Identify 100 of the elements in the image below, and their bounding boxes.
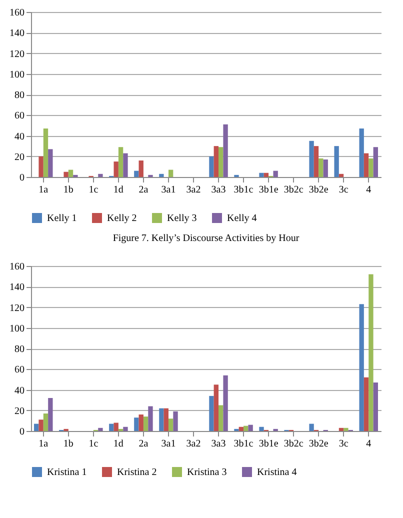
bar [373,382,378,431]
bar [173,411,178,431]
legend-label: Kristina 3 [187,467,227,478]
bar [34,424,39,431]
x-tick-label: 1c [88,184,99,196]
x-tick-label: 3c [338,438,349,450]
x-tick-label: 3b1c [234,438,254,450]
bar [138,414,144,431]
bar [344,428,348,431]
x-tick-label: 3b1e [258,184,279,196]
bar [98,428,103,431]
bar [338,174,344,177]
y-tick-label: 120 [10,302,24,314]
bar [223,375,228,431]
bar [309,424,314,431]
bar [98,174,103,177]
bar [114,162,118,177]
x-tick-label: 1d [113,184,124,196]
bar [244,426,248,431]
x-tick-label: 3a3 [211,438,226,450]
bar [323,159,328,177]
y-tick-label: 100 [10,69,24,80]
bar [48,149,53,177]
legend-label: Kristina 2 [117,467,157,478]
y-tick-label: 80 [14,344,24,355]
bar [48,398,53,431]
x-tick-label: 4 [366,184,372,196]
y-tick-label: 160 [10,8,24,18]
bar [168,170,174,177]
bar [134,170,139,177]
x-tick-label: 1a [38,438,49,450]
bar [164,408,168,431]
y-tick-label: 140 [10,282,24,294]
bar [359,128,364,177]
x-tick-label: 3a1 [161,184,176,196]
y-tick-label: 40 [14,131,24,142]
x-tick-label: 3a2 [186,184,201,196]
x-tick-label: 3b1e [258,438,279,450]
x-tick-label: 2a [138,184,149,196]
legend-label: Kelly 4 [227,213,257,224]
bar [118,147,124,177]
x-tick-label: 1d [113,438,124,450]
x-tick-label: 1b [63,438,74,450]
bar [159,408,164,431]
bar [134,418,139,431]
y-tick-label: 80 [14,90,24,101]
bar [148,406,153,431]
bar [123,153,128,177]
legend-label: Kristina 1 [47,467,87,478]
bar [214,146,219,177]
x-tick-label: 4 [366,438,372,450]
bar [264,172,269,177]
caption: Figure 7. Kelly’s Discourse Activities by Hour [112,233,300,244]
x-tick-label: 1c [88,438,99,450]
bar [223,124,228,177]
bar [138,160,144,177]
bar [338,428,344,431]
y-tick-label: 60 [14,364,24,376]
bar [123,426,128,431]
legend-label: Kelly 3 [167,213,197,224]
bar [273,170,278,177]
bar [68,170,74,177]
bar [209,396,214,431]
y-tick-label: 120 [10,48,24,60]
legend-label: Kristina 4 [257,467,297,478]
legend-label: Kelly 2 [107,213,137,224]
y-tick-label: 0 [20,172,24,184]
bar [168,418,174,431]
y-tick-label: 60 [14,110,24,122]
y-tick-label: 20 [14,406,24,417]
x-tick-label: 3a2 [186,438,201,450]
bar [114,422,118,431]
bar [259,172,264,177]
y-tick-label: 160 [10,262,24,272]
bar [38,156,44,177]
y-tick-label: 0 [20,426,24,438]
y-tick-label: 20 [14,152,24,163]
bar [238,426,244,431]
bar [309,140,314,177]
bar [368,158,374,177]
bar [314,146,319,177]
x-tick-label: 3a1 [161,438,176,450]
x-tick-label: 1a [38,184,49,196]
bar [334,146,339,177]
x-tick-label: 3b1c [234,184,254,196]
bar [159,174,164,177]
bar [259,426,264,431]
bar [109,424,114,431]
x-tick-label: 3c [338,184,349,196]
bar [359,304,364,431]
bar [64,172,68,177]
bar [209,156,214,177]
x-tick-label: 3b2e [308,438,329,450]
bar [38,420,44,431]
bar [43,128,48,177]
x-tick-label: 1b [63,184,74,196]
bar [143,416,148,431]
x-tick-label: 3b2c [284,438,304,450]
y-tick-label: 40 [14,385,24,396]
bar [218,405,224,431]
